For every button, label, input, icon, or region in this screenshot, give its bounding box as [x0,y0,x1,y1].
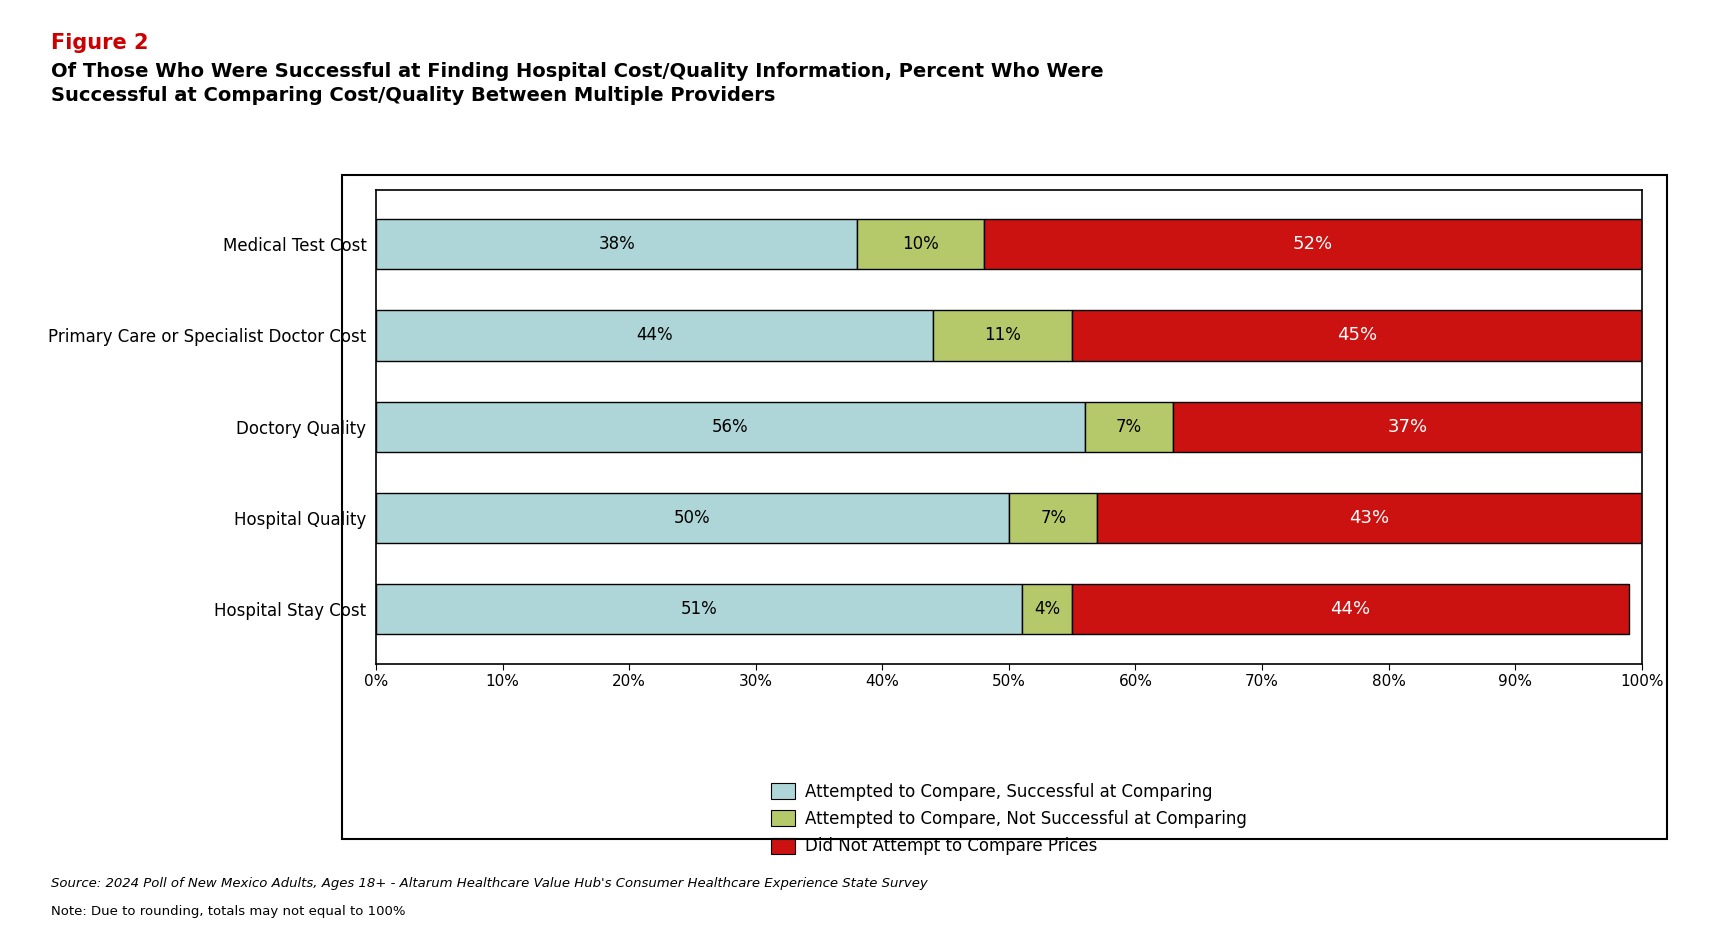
Bar [376,310,934,360]
Text: Of Those Who Were Successful at Finding Hospital Cost/Quality Information, Perce: Of Those Who Were Successful at Finding … [51,62,1105,105]
Bar [1009,493,1098,543]
Text: 44%: 44% [1330,600,1371,618]
Bar [857,219,983,269]
Bar [1098,493,1642,543]
Text: 7%: 7% [1117,418,1142,435]
Bar [376,584,1021,634]
Text: 38%: 38% [598,235,634,253]
Text: Figure 2: Figure 2 [51,33,149,53]
Legend: Attempted to Compare, Successful at Comparing, Attempted to Compare, Not Success: Attempted to Compare, Successful at Comp… [764,776,1253,862]
Bar [1072,310,1642,360]
Text: 4%: 4% [1035,600,1060,618]
Text: Note: Due to rounding, totals may not equal to 100%: Note: Due to rounding, totals may not eq… [51,905,405,919]
Text: 51%: 51% [681,600,716,618]
Text: 56%: 56% [711,418,749,435]
Text: 43%: 43% [1349,509,1390,527]
Bar [1072,584,1630,634]
Text: 45%: 45% [1337,326,1377,344]
Text: 7%: 7% [1040,509,1067,527]
Bar [934,310,1072,360]
Bar [1084,402,1173,451]
Text: Source: 2024 Poll of New Mexico Adults, Ages 18+ - Altarum Healthcare Value Hub': Source: 2024 Poll of New Mexico Adults, … [51,877,929,890]
Bar [1173,402,1642,451]
Bar [983,219,1642,269]
Text: 52%: 52% [1293,235,1332,253]
Text: 11%: 11% [985,326,1021,344]
Bar [376,402,1084,451]
Bar [1021,584,1072,634]
Text: 37%: 37% [1387,418,1428,435]
Bar [376,493,1009,543]
Text: 50%: 50% [674,509,711,527]
Text: 10%: 10% [901,235,939,253]
Bar [376,219,857,269]
Text: 44%: 44% [636,326,674,344]
